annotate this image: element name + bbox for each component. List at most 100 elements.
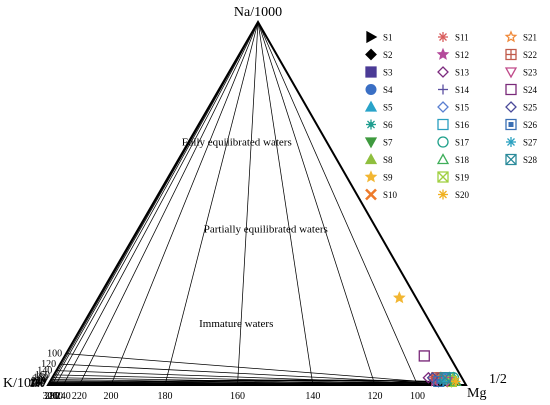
legend-marker xyxy=(505,101,517,113)
legend-label: S20 xyxy=(455,190,470,200)
legend-label: S24 xyxy=(523,85,538,95)
zone-label: Fully equilibrated waters xyxy=(182,136,292,148)
k-mg-isotherm-line xyxy=(257,21,418,386)
legend-marker xyxy=(437,101,449,113)
legend-label: S25 xyxy=(523,103,538,113)
data-point-s28 xyxy=(439,372,451,384)
legend-marker xyxy=(365,84,377,95)
legend-marker xyxy=(505,48,517,61)
zone-labels: Fully equilibrated waters Partially equil… xyxy=(182,136,328,330)
legend-label: S27 xyxy=(523,138,538,148)
legend-label: S18 xyxy=(455,155,470,165)
k-mg-isotherm-line xyxy=(164,21,259,386)
legend-label: S9 xyxy=(383,173,393,183)
k-mg-isotherm-line xyxy=(55,21,259,386)
legend-item-s15: S15 xyxy=(437,101,470,113)
legend-item-s7: S7 xyxy=(364,137,393,149)
legend-marker xyxy=(437,66,449,78)
left-edge-tick-label: 140 xyxy=(37,366,52,377)
legend-label: S4 xyxy=(383,85,393,95)
legend-item-s9: S9 xyxy=(364,170,393,183)
zone-label: Immature waters xyxy=(199,318,273,330)
legend-marker xyxy=(505,153,517,166)
legend-label: S19 xyxy=(455,173,470,183)
legend-label: S16 xyxy=(455,120,470,130)
legend-label: S23 xyxy=(523,68,538,78)
legend-label: S22 xyxy=(523,50,537,60)
legend-item-s23: S23 xyxy=(504,67,538,79)
triangle-frame xyxy=(46,19,468,386)
legend-marker xyxy=(364,153,378,165)
legend-marker xyxy=(504,67,518,79)
legend-item-s6: S6 xyxy=(366,119,393,130)
left-edge-tick-label: 160 xyxy=(35,370,50,381)
legend-item-s27: S27 xyxy=(506,137,538,148)
corner-label-top: Na/1000 xyxy=(234,5,282,20)
zone-label: Partially equilibrated waters xyxy=(204,224,328,236)
legend-marker xyxy=(364,137,378,149)
data-point-s20 xyxy=(450,376,461,387)
legend-item-s20: S20 xyxy=(438,189,470,200)
legend-item-s4: S4 xyxy=(365,84,393,95)
left-edge-tick-label: 340 xyxy=(30,379,45,390)
left-edge-tick-label: 240 xyxy=(31,377,46,388)
left-edge-tick-label: 320 xyxy=(30,379,45,390)
legend-label: S11 xyxy=(455,33,469,43)
legend-label: S17 xyxy=(455,138,470,148)
legend-item-s5: S5 xyxy=(364,100,393,113)
k-mg-isotherm-line xyxy=(78,21,259,386)
legend-item-s1: S1 xyxy=(366,30,393,44)
legend-label: S21 xyxy=(523,33,537,43)
legend-marker xyxy=(438,84,448,95)
legend-marker xyxy=(438,32,448,42)
legend-label: S2 xyxy=(383,50,393,60)
left-edge-tick-label: 220 xyxy=(31,376,46,387)
legend-label: S13 xyxy=(455,68,470,78)
legend-item-s19: S19 xyxy=(437,171,470,183)
left-edge-tick-label: 180 xyxy=(33,373,48,384)
na-k-isotherm-line xyxy=(66,353,467,386)
legend-label: S28 xyxy=(523,155,538,165)
triangle-outline xyxy=(46,19,468,386)
isotherm-lines xyxy=(48,21,467,386)
legend-marker xyxy=(436,153,450,165)
data-point-s9 xyxy=(392,291,406,304)
legend-marker xyxy=(505,83,517,96)
legend-item-s28: S28 xyxy=(505,153,538,166)
legend-label: S10 xyxy=(383,190,398,200)
bottom-edge-tick-label: 140 xyxy=(305,391,320,402)
legend-item-s10: S10 xyxy=(365,188,398,201)
k-mg-isotherm-line xyxy=(62,21,259,386)
legend-marker xyxy=(365,188,377,201)
left-edge-tick-label: 260 xyxy=(31,377,46,388)
legend-label: S26 xyxy=(523,120,538,130)
legend-marker xyxy=(365,48,377,61)
legend-item-s11: S11 xyxy=(438,32,469,43)
corner-labels: Na/1000 K/100 Mg 1/2 xyxy=(3,5,507,401)
legend-item-s3: S3 xyxy=(365,66,393,78)
legend-marker xyxy=(437,118,449,131)
legend-label: S1 xyxy=(383,33,393,43)
legend-label: S12 xyxy=(455,50,469,60)
bottom-edge-tick-label: 240 xyxy=(56,391,71,402)
legend-marker xyxy=(437,171,449,183)
left-edge-tick-label: 100 xyxy=(47,349,62,360)
bottom-edge-tick-label: 200 xyxy=(104,391,119,402)
legend-item-s25: S25 xyxy=(505,101,538,113)
legend-marker xyxy=(437,136,449,148)
legend-marker xyxy=(504,30,518,43)
legend-label: S5 xyxy=(383,103,393,113)
bottom-edge-tick-label: 280 xyxy=(44,391,59,402)
k-mg-isotherm-line xyxy=(257,21,376,386)
legend-item-s24: S24 xyxy=(505,83,538,96)
tick-labels: 1001201401601802002202402602803003203403… xyxy=(30,349,425,402)
legend-item-s18: S18 xyxy=(436,153,470,165)
legend-item-s14: S14 xyxy=(438,84,470,95)
legend-item-s26: S26 xyxy=(505,118,538,131)
full-equilibrium-curve xyxy=(58,379,456,385)
legend-marker xyxy=(366,30,378,44)
bottom-edge-tick-label: 120 xyxy=(367,391,382,402)
left-edge-tick-label: 200 xyxy=(32,374,47,385)
legend-label: S6 xyxy=(383,120,393,130)
